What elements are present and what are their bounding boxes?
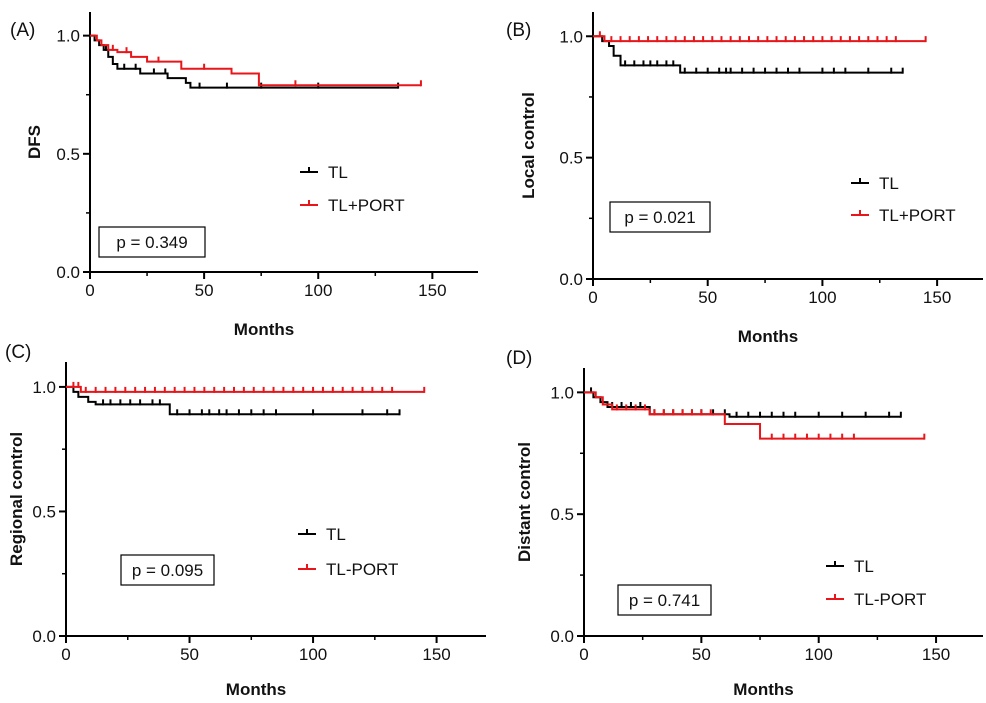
y-tick-label: 0.5 xyxy=(559,149,583,168)
x-tick-label: 150 xyxy=(422,645,450,664)
panel-d: (D) 0 50 100 150 0.0 0.5 1.0 Months Distant contr… xyxy=(506,348,983,699)
panel-label: (D) xyxy=(506,348,532,369)
survival-curve xyxy=(90,34,421,87)
x-tick-label: 100 xyxy=(805,645,833,664)
series-tl xyxy=(584,387,902,418)
x-tick-label: 50 xyxy=(180,645,199,664)
panel-label: (C) xyxy=(5,342,31,363)
series-tl xyxy=(90,34,400,89)
x-axis-title: Months xyxy=(234,320,294,339)
y-axis-title: Local control xyxy=(519,92,538,199)
x-tick-label: 150 xyxy=(923,288,951,307)
survival-curve xyxy=(584,391,925,440)
y-tick-label: 1.0 xyxy=(559,27,583,46)
x-tick-label: 50 xyxy=(195,281,214,300)
panel-label: (A) xyxy=(10,20,35,41)
survival-curve xyxy=(593,35,926,43)
x-tick-label: 100 xyxy=(299,645,327,664)
survival-curve xyxy=(90,34,399,89)
y-tick-label: 1.0 xyxy=(32,378,56,397)
x-tick-label: 150 xyxy=(418,281,446,300)
x-axis-title: Months xyxy=(733,680,793,699)
survival-curve xyxy=(66,385,400,416)
x-axis-title: Months xyxy=(738,327,798,346)
legend-label: TL+PORT xyxy=(328,196,405,215)
series-tl xyxy=(593,35,904,74)
p-value-box xyxy=(120,554,215,586)
y-axis-title: Distant control xyxy=(515,442,534,562)
p-value-text: p = 0.095 xyxy=(132,561,203,580)
x-tick-label: 100 xyxy=(304,281,332,300)
series-tl xyxy=(66,385,401,416)
panel-c: (C) 0 50 100 150 0.0 0.5 1.0 Months Regional cont… xyxy=(5,342,486,699)
x-tick-label: 100 xyxy=(808,288,836,307)
survival-curve xyxy=(593,35,903,74)
series-tl-port xyxy=(593,31,927,43)
series-tl-port xyxy=(66,381,426,393)
p-value-box xyxy=(609,201,711,233)
legend-label: TL xyxy=(879,174,899,193)
y-tick-label: 0.5 xyxy=(56,145,80,164)
legend-label: TL xyxy=(326,525,346,544)
y-axis-title: Regional control xyxy=(7,432,26,566)
y-tick-label: 0.5 xyxy=(550,505,574,524)
x-tick-label: 150 xyxy=(922,645,950,664)
x-tick-label: 50 xyxy=(698,288,717,307)
legend-label: TL xyxy=(854,557,874,576)
panel-a: (A) 0 50 100 150 0.0 0.5 1.0 Months DFS TL TL+PORT p… xyxy=(10,12,478,339)
p-value-text: p = 0.741 xyxy=(629,591,700,610)
y-tick-label: 0.0 xyxy=(32,627,56,646)
legend-label: TL xyxy=(328,163,348,182)
p-value-text: p = 0.349 xyxy=(116,233,187,252)
x-tick-label: 0 xyxy=(579,645,588,664)
y-tick-label: 1.0 xyxy=(56,27,80,46)
y-axis-title: DFS xyxy=(25,125,44,159)
legend-label: TL-PORT xyxy=(854,590,926,609)
y-tick-label: 0.5 xyxy=(32,502,56,521)
x-tick-label: 50 xyxy=(692,645,711,664)
x-axis-title: Months xyxy=(226,680,286,699)
x-tick-label: 0 xyxy=(61,645,70,664)
x-tick-label: 0 xyxy=(588,288,597,307)
y-tick-label: 0.0 xyxy=(550,627,574,646)
panel-label: (B) xyxy=(506,20,531,41)
panel-b: (B) 0 50 100 150 0.0 0.5 1.0 Months Local control… xyxy=(506,12,983,346)
series-tl-port xyxy=(90,34,422,87)
legend-label: TL+PORT xyxy=(879,206,956,225)
y-tick-label: 0.0 xyxy=(559,270,583,289)
x-tick-label: 0 xyxy=(85,281,94,300)
series-tl-port xyxy=(584,391,926,440)
p-value-box xyxy=(98,226,206,258)
p-value-text: p = 0.021 xyxy=(624,208,695,227)
y-tick-label: 1.0 xyxy=(550,383,574,402)
survival-curve xyxy=(66,385,425,393)
y-tick-label: 0.0 xyxy=(56,263,80,282)
p-value-box xyxy=(617,584,712,616)
legend-label: TL-PORT xyxy=(326,560,398,579)
